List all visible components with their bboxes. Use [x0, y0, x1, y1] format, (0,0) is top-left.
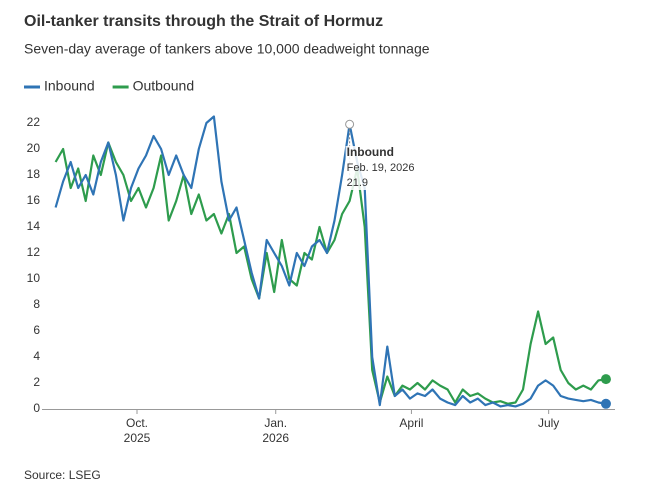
legend-label: Inbound [44, 78, 95, 94]
source: Source: LSEG [24, 468, 101, 482]
y-tick-label: 0 [33, 401, 40, 415]
y-tick-label: 22 [27, 115, 41, 129]
chart-subtitle: Seven-day average of tankers above 10,00… [24, 41, 430, 57]
annotation-marker [345, 119, 355, 129]
x-tick-label: July [538, 416, 559, 430]
annotation-series: Inbound [347, 145, 394, 159]
y-tick-label: 14 [27, 219, 41, 233]
y-tick-label: 20 [27, 141, 41, 155]
annotation-box [345, 146, 392, 190]
series-line [54, 141, 607, 405]
x-tick-label: Jan. 2026 [262, 416, 289, 445]
y-tick-label: 6 [33, 323, 40, 337]
y-tick-label: 16 [27, 193, 41, 207]
legend-label: Outbound [133, 78, 195, 94]
end-dot [600, 374, 611, 385]
x-tick-label: Oct. 2025 [124, 416, 151, 445]
annotation-date: Feb. 19, 2026 [347, 162, 415, 174]
y-tick-label: 10 [27, 271, 41, 285]
chart-title: Oil-tanker transits through the Strait o… [24, 13, 383, 30]
y-tick-label: 18 [27, 167, 41, 181]
end-dot [600, 398, 611, 409]
series-line [54, 115, 607, 408]
y-tick-label: 12 [27, 245, 41, 259]
y-tick-label: 8 [33, 297, 40, 311]
y-tick-label: 2 [33, 375, 40, 389]
y-tick-label: 4 [33, 349, 40, 363]
annotation-value: 21.9 [347, 177, 368, 189]
x-tick-label: April [399, 416, 423, 430]
